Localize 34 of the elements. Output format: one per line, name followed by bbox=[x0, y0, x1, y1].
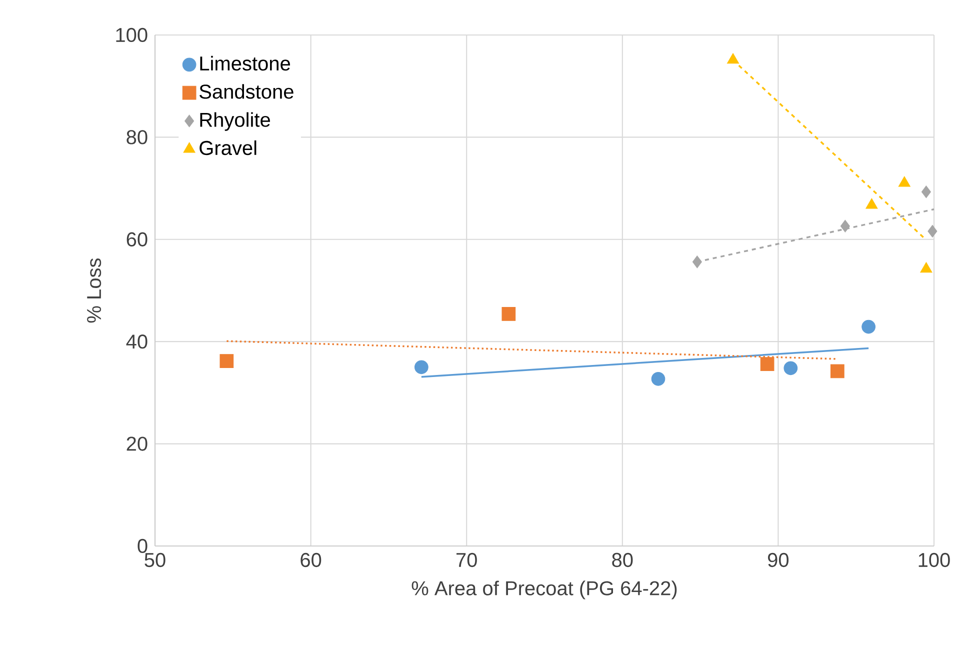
point bbox=[760, 357, 774, 372]
legend-label: Limestone bbox=[200, 56, 290, 71]
y-tick-label: 0 bbox=[138, 538, 148, 554]
point bbox=[862, 320, 876, 334]
point bbox=[928, 224, 938, 238]
point bbox=[651, 372, 666, 386]
point bbox=[784, 361, 798, 376]
point bbox=[898, 176, 910, 187]
x-tick-label: 100 bbox=[918, 552, 950, 568]
point bbox=[866, 198, 878, 209]
y-tick-label: 20 bbox=[126, 436, 148, 451]
point bbox=[921, 186, 931, 198]
point bbox=[830, 364, 844, 378]
x-tick-label: 70 bbox=[456, 552, 477, 568]
y-tick-label: 60 bbox=[126, 232, 148, 246]
point bbox=[502, 307, 516, 321]
point bbox=[840, 220, 850, 232]
point bbox=[414, 360, 428, 374]
point bbox=[220, 354, 234, 368]
point bbox=[920, 262, 932, 273]
y-tick-label: 100 bbox=[116, 28, 148, 42]
x-tick-label: 50 bbox=[144, 552, 166, 568]
x-axis-title: % Area of Precoat (PG 64-22) bbox=[412, 580, 677, 600]
x-tick-label: 90 bbox=[768, 552, 789, 568]
point bbox=[692, 256, 702, 268]
x-tick-label: 60 bbox=[300, 552, 322, 568]
point bbox=[726, 53, 740, 64]
legend-label: Rhyolite bbox=[200, 112, 270, 131]
y-tick-label: 80 bbox=[126, 130, 148, 144]
y-tick-label: 40 bbox=[126, 334, 148, 349]
y-axis-title: % Loss bbox=[87, 258, 102, 323]
legend-label: Gravel bbox=[200, 140, 256, 156]
x-tick-label: 80 bbox=[612, 552, 633, 568]
legend-label: Sandstone bbox=[200, 84, 294, 99]
